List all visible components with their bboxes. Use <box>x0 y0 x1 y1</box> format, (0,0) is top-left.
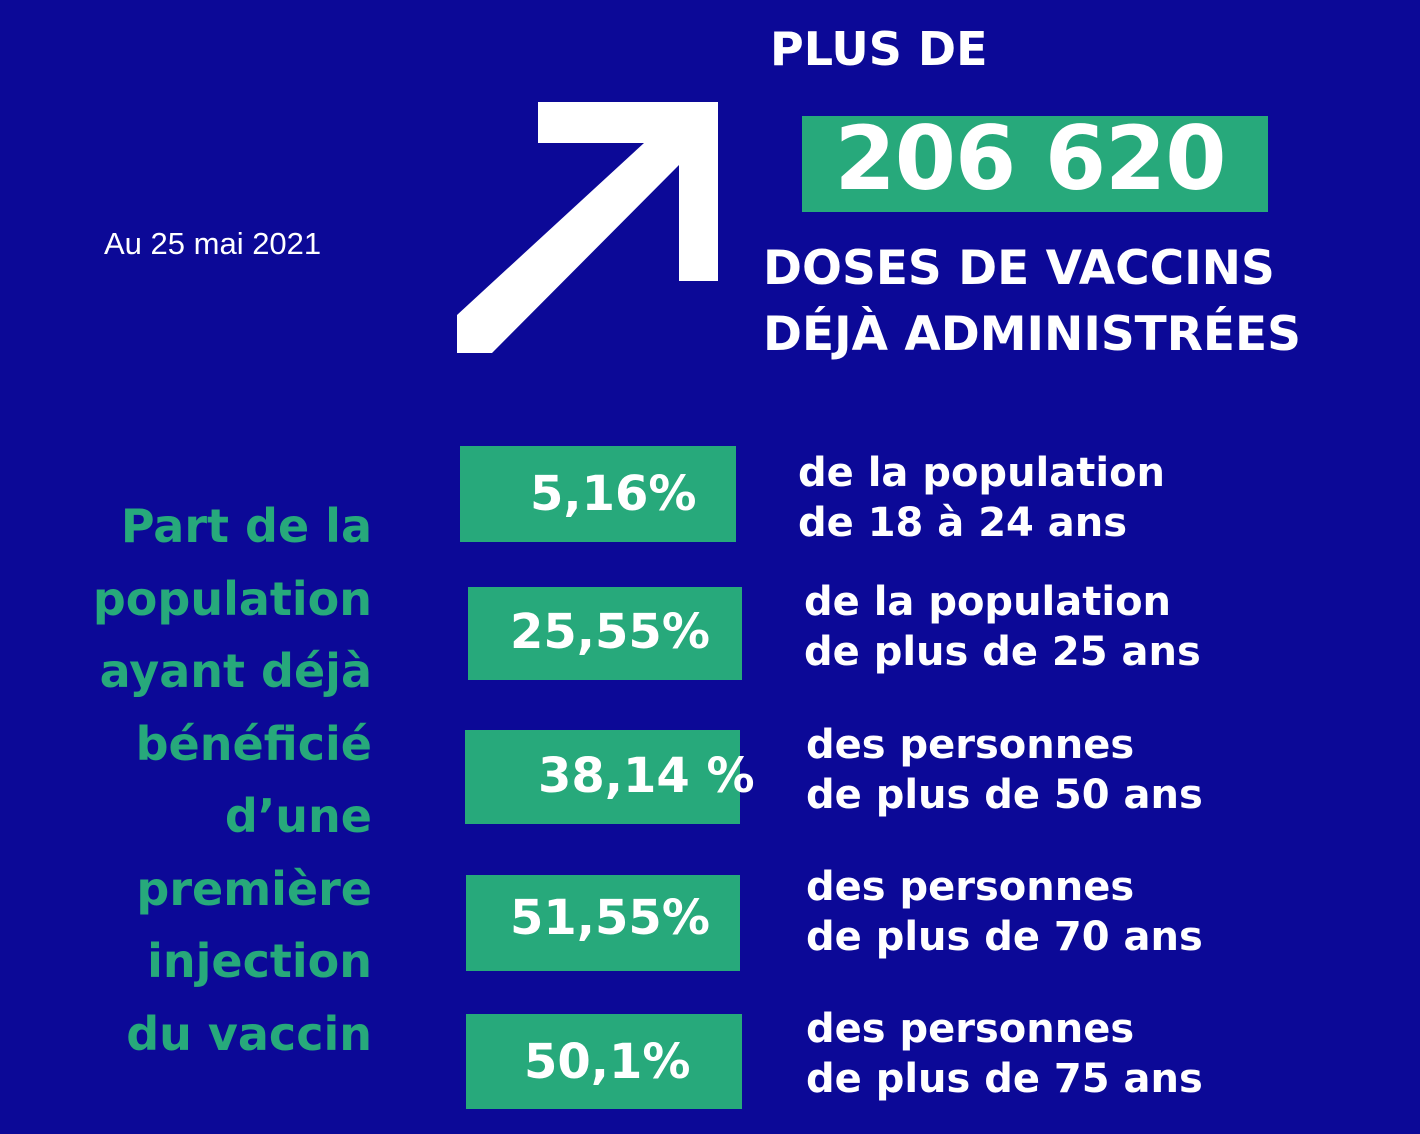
stat-value: 51,55% <box>510 890 710 946</box>
stat-desc-line2: de 18 à 24 ans <box>798 500 1128 546</box>
label-line: première <box>136 861 372 916</box>
doses-highlight-box <box>802 116 1268 212</box>
stat-box <box>466 875 740 971</box>
label-line: Part de la <box>120 499 372 553</box>
stat-desc-line1: de la population <box>804 579 1172 625</box>
stat-value: 38,14 % <box>538 748 755 804</box>
stat-box <box>466 1014 742 1109</box>
stat-box <box>468 587 742 680</box>
doses-caption-line1: DOSES DE VACCINS <box>763 241 1275 296</box>
population-share-label: Part de la population ayant déjà bénéfic… <box>32 490 372 1070</box>
stat-desc-line2: de plus de 75 ans <box>806 1056 1203 1102</box>
stat-value: 50,1% <box>524 1034 691 1090</box>
stat-desc-line2: de plus de 50 ans <box>806 772 1203 818</box>
stat-description: de la population de 18 à 24 ans <box>798 448 1165 548</box>
stat-desc-line2: de plus de 25 ans <box>804 629 1201 675</box>
arrow-shape <box>457 102 718 353</box>
label-line: d’une <box>224 789 372 843</box>
stat-desc-line1: de la population <box>798 450 1166 496</box>
doses-caption: DOSES DE VACCINS DÉJÀ ADMINISTRÉES <box>763 236 1301 368</box>
stat-value: 25,55% <box>510 604 710 660</box>
stat-description: des personnes de plus de 75 ans <box>806 1004 1203 1104</box>
date-label: Au 25 mai 2021 <box>104 226 322 261</box>
stat-desc-line1: des personnes <box>806 722 1135 768</box>
label-line: population <box>92 571 372 626</box>
stat-desc-line2: de plus de 70 ans <box>806 914 1203 960</box>
stat-box <box>460 446 736 542</box>
label-line: ayant déjà <box>99 644 372 698</box>
stat-description: de la population de plus de 25 ans <box>804 577 1201 677</box>
label-line: du vaccin <box>126 1006 372 1061</box>
stat-description: des personnes de plus de 50 ans <box>806 720 1203 820</box>
stat-desc-line1: des personnes <box>806 864 1135 910</box>
stat-desc-line1: des personnes <box>806 1006 1135 1052</box>
label-line: bénéficié <box>135 716 372 771</box>
stat-box <box>465 730 740 824</box>
doses-caption-line2: DÉJÀ ADMINISTRÉES <box>763 307 1301 362</box>
doses-number: 206 620 <box>834 107 1226 210</box>
arrow-up-right-icon <box>457 102 718 353</box>
stat-description: des personnes de plus de 70 ans <box>806 862 1203 962</box>
headline-prefix: PLUS DE <box>770 22 988 76</box>
stat-value: 5,16% <box>530 466 697 522</box>
label-line: injection <box>147 934 372 988</box>
